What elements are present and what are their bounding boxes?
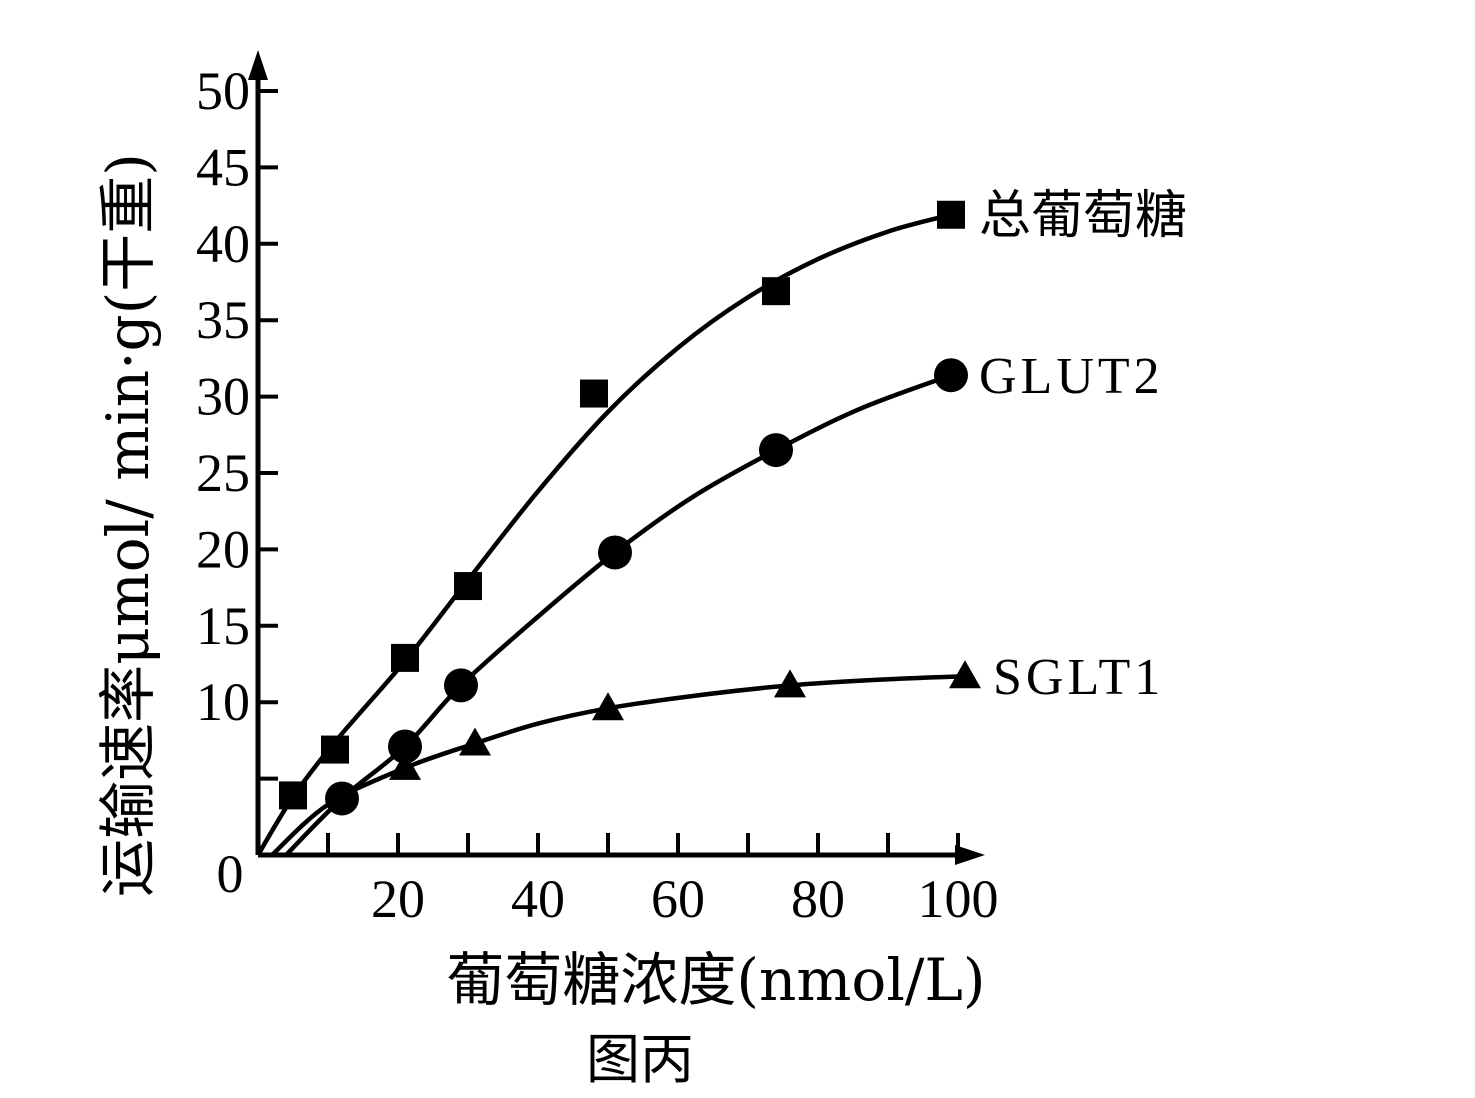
y-tick-label: 45 <box>196 137 250 197</box>
series-label-glut2: GLUT2 <box>979 348 1164 405</box>
y-tick-label: 10 <box>196 672 250 732</box>
y-tick-label: 25 <box>196 443 250 503</box>
y-tick-label: 35 <box>196 290 250 350</box>
marker-sglt1 <box>389 751 421 780</box>
series-markers <box>279 200 981 816</box>
series-curves <box>256 212 966 857</box>
marker-total-glucose <box>937 200 965 229</box>
x-axis-title: 葡萄糖浓度(nmol/L) <box>446 946 985 1014</box>
x-tick-label: 40 <box>511 869 565 929</box>
marker-sglt1 <box>592 692 624 721</box>
marker-glut2 <box>388 729 422 764</box>
marker-sglt1 <box>459 727 491 756</box>
marker-sglt1 <box>949 660 981 689</box>
marker-glut2 <box>934 358 968 393</box>
series-label-sglt1: SGLT1 <box>993 649 1164 706</box>
marker-glut2 <box>759 433 793 468</box>
axes <box>248 50 985 865</box>
x-axis-arrow <box>955 845 985 865</box>
x-tick-label: 100 <box>918 869 999 929</box>
marker-total-glucose <box>580 379 608 408</box>
y-axis-title: 运输速率μmol/ min·g(干重) <box>94 153 162 897</box>
x-tick-label: 20 <box>371 869 425 929</box>
marker-glut2 <box>444 668 478 703</box>
x-tick-label: 60 <box>651 869 705 929</box>
y-tick-label: 20 <box>196 519 250 579</box>
figure-caption: 图丙 <box>586 1028 694 1091</box>
y-tick-label: 15 <box>196 596 250 656</box>
series-label-total-glucose: 总葡萄糖 <box>979 188 1187 245</box>
marker-sglt1 <box>774 669 806 698</box>
marker-glut2 <box>325 781 359 816</box>
x-tick-label: 80 <box>791 869 845 929</box>
y-tick-label: 30 <box>196 367 250 427</box>
marker-total-glucose <box>391 643 419 672</box>
marker-glut2 <box>598 535 632 570</box>
y-axis-arrow <box>248 50 268 80</box>
origin-label: 0 <box>217 844 244 904</box>
y-tick-label: 40 <box>196 214 250 274</box>
series-labels: 总葡萄糖 GLUT2 SGLT1 <box>979 188 1187 706</box>
marker-total-glucose <box>279 781 307 810</box>
y-tick-label: 50 <box>196 61 250 121</box>
marker-total-glucose <box>454 572 482 601</box>
marker-total-glucose <box>321 735 349 764</box>
marker-total-glucose <box>762 277 790 306</box>
curve-glut2 <box>284 373 952 857</box>
curve-sglt1 <box>270 673 966 857</box>
y-ticks: 10 15 20 25 30 35 40 45 50 <box>196 61 278 781</box>
curve-total-glucose <box>256 212 952 857</box>
x-ticks: 20 40 60 80 100 <box>326 833 999 929</box>
